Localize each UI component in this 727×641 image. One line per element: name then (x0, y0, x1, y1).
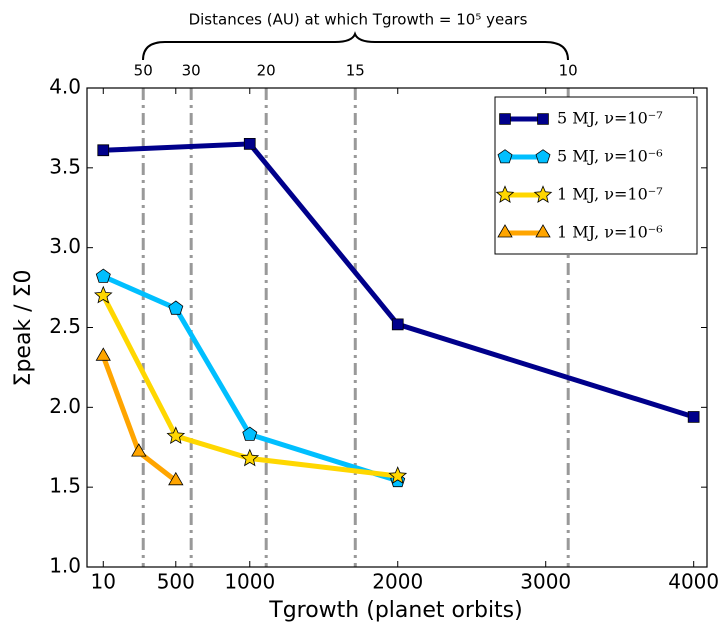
marker (499, 113, 511, 125)
y-tick-label: 1.5 (49, 474, 81, 498)
marker (243, 137, 256, 150)
y-tick-label: 3.5 (49, 154, 81, 178)
x-tick-label: 1000 (224, 570, 275, 594)
y-tick-label: 2.5 (49, 314, 81, 338)
marker (240, 448, 260, 467)
y-tick-label: 2.0 (49, 394, 81, 418)
y-tick-label: 3.0 (49, 234, 81, 258)
x-tick-label: 2000 (372, 570, 423, 594)
marker (391, 318, 404, 331)
brace (142, 31, 569, 61)
top-tick-label: 20 (257, 62, 276, 80)
marker (95, 268, 111, 283)
top-tick-label: 30 (182, 62, 201, 80)
marker (388, 466, 408, 484)
y-axis-label: Σpeak / Σ0 (11, 270, 36, 387)
legend-label: 1 MJ, ν=10⁻⁷ (557, 185, 663, 204)
marker (495, 185, 515, 203)
top-tick-label: 15 (346, 62, 365, 80)
series-line (102, 274, 399, 484)
legend-box (494, 96, 698, 255)
marker (95, 347, 111, 361)
marker (166, 426, 186, 445)
marker (168, 471, 184, 486)
marker (131, 443, 147, 457)
marker (535, 149, 551, 164)
series-line (101, 294, 399, 479)
marker (97, 144, 110, 157)
series-line (103, 141, 695, 420)
top-tick-label: 10 (559, 62, 578, 80)
top-tick-label: 50 (134, 62, 153, 80)
x-tick-label: 500 (157, 570, 195, 594)
marker (242, 426, 258, 441)
legend-label: 5 MJ, ν=10⁻⁷ (557, 109, 663, 128)
legend-label: 1 MJ, ν=10⁻⁶ (557, 223, 663, 242)
marker (687, 411, 700, 423)
marker (168, 300, 184, 315)
x-tick-label: 10 (91, 570, 116, 594)
x-axis-label: Tgrowth (planet orbits) (268, 598, 522, 623)
y-tick-label: 1.0 (49, 554, 81, 578)
plot-frame (86, 87, 708, 568)
y-tick-label: 4.0 (49, 75, 81, 99)
marker (94, 285, 113, 304)
x-tick-label: 3000 (520, 570, 571, 594)
marker (497, 149, 513, 164)
top-annotation: Distances (AU) at which Tgrowth = 10⁵ ye… (189, 11, 528, 29)
marker (497, 224, 513, 238)
legend-label: 5 MJ, ν=10⁻⁶ (557, 147, 663, 166)
marker (535, 224, 551, 238)
x-tick-label: 4000 (668, 570, 719, 594)
marker (533, 185, 553, 203)
marker (537, 113, 549, 125)
